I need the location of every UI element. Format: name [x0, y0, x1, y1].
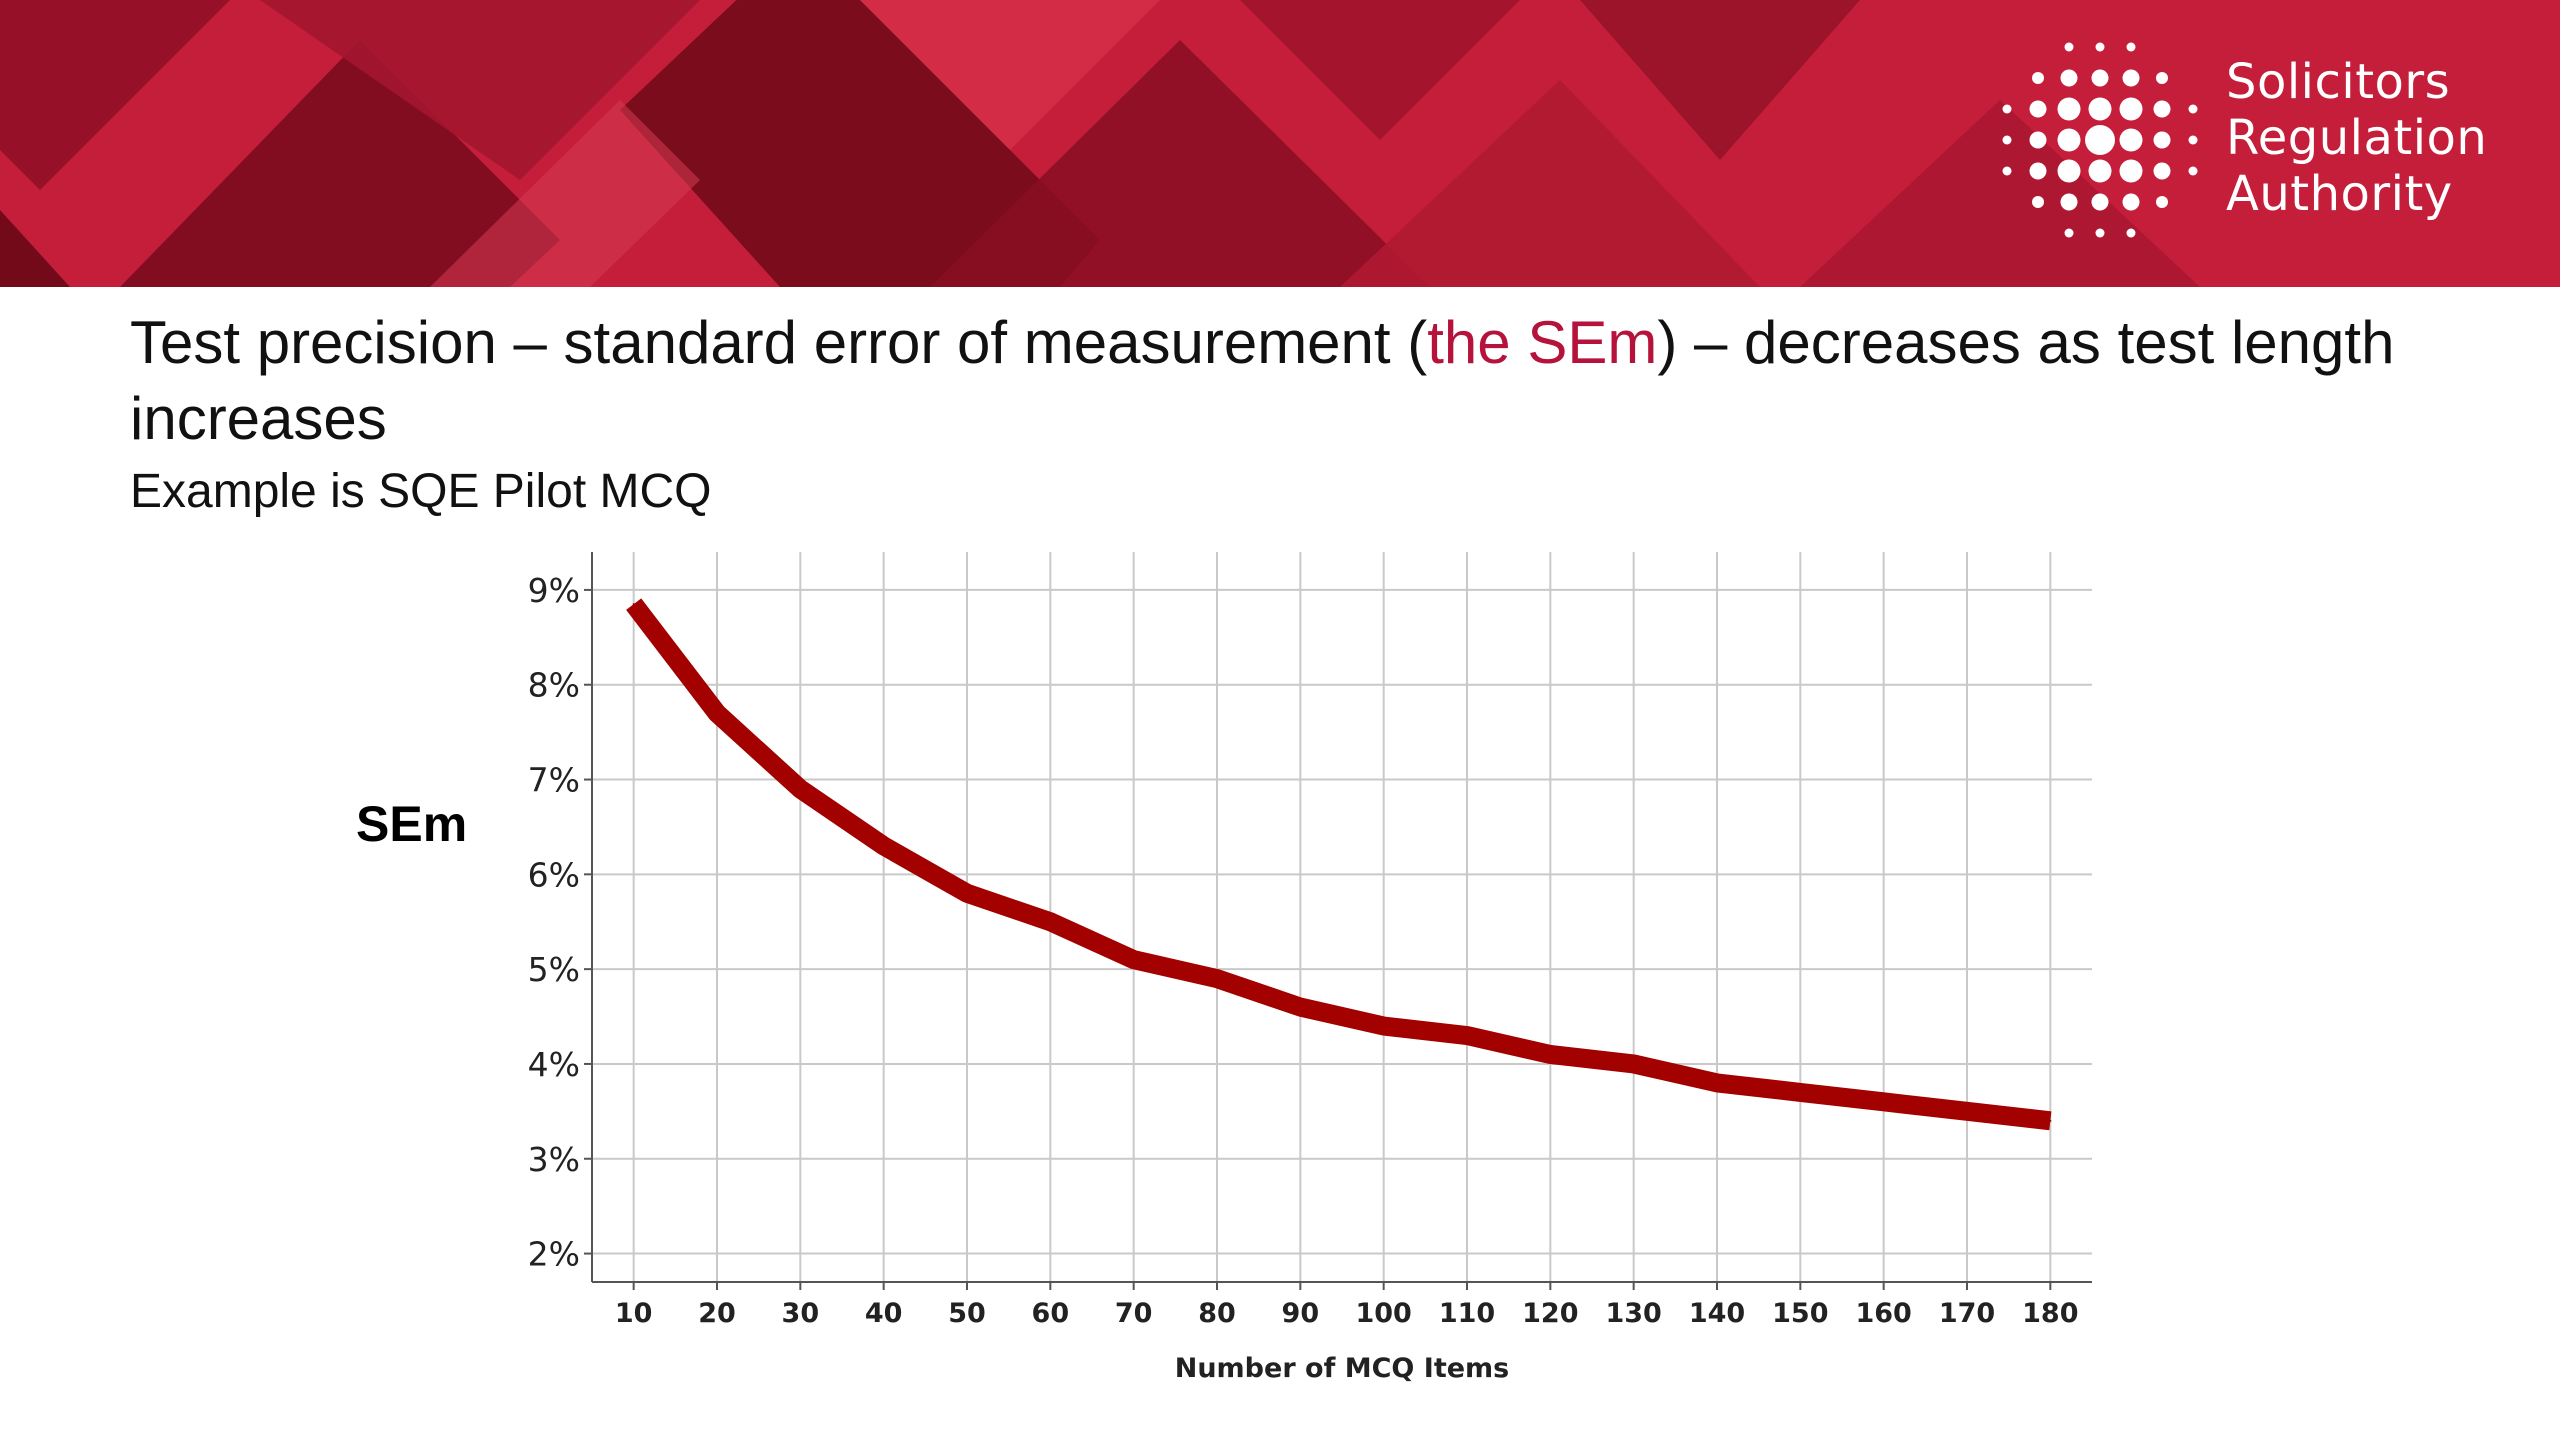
logo-dot [2088, 97, 2112, 121]
logo-line-2: Regulation [2226, 110, 2488, 166]
y-tick-label: 4% [528, 1045, 580, 1084]
logo-dot [2060, 193, 2078, 211]
x-tick-label: 160 [1855, 1298, 1911, 1329]
logo-dot [2057, 159, 2081, 183]
data-point [2049, 1119, 2052, 1122]
logo-dot [2188, 135, 2198, 145]
logo-dot [2122, 193, 2140, 211]
y-tick-label: 2% [528, 1235, 580, 1274]
logo-dot [2153, 131, 2171, 149]
data-point [1299, 1006, 1302, 1009]
x-tick-label: 80 [1198, 1298, 1236, 1329]
data-point [1049, 920, 1052, 923]
y-tick-label: 5% [528, 950, 580, 989]
x-tick-label: 180 [2022, 1298, 2078, 1329]
x-tick-label: 150 [1772, 1298, 1828, 1329]
logo-dot [2119, 128, 2143, 152]
y-tick-label: 6% [528, 855, 580, 894]
x-tick-label: 70 [1115, 1298, 1153, 1329]
x-tick-label: 100 [1355, 1298, 1411, 1329]
logo-dot [2057, 128, 2081, 152]
logo-dot [2156, 196, 2168, 208]
data-point [1382, 1025, 1385, 1028]
logo-dot [2153, 162, 2171, 180]
data-point [1882, 1100, 1885, 1103]
y-tick-label: 9% [528, 571, 580, 610]
x-tick-label: 170 [1939, 1298, 1995, 1329]
y-tick-label: 7% [528, 761, 580, 800]
title-part-1: Test precision – standard error of measu… [130, 309, 1428, 376]
logo-dot [2188, 166, 2198, 176]
line-chart: 2% 3% 4% 5% 6% 7% 8% 9% 10 20 30 40 50 60 70 80 90 100 110… [528, 552, 2092, 1384]
x-tick-label: 90 [1282, 1298, 1320, 1329]
data-point [1132, 958, 1135, 961]
data-point [799, 788, 802, 791]
logo-dot [2060, 69, 2078, 87]
data-point [1549, 1053, 1552, 1056]
x-axis-label: Number of MCQ Items [1175, 1353, 1510, 1384]
x-tick-label: 40 [865, 1298, 903, 1329]
logo-dot [2119, 159, 2143, 183]
x-tick-label: 20 [698, 1298, 736, 1329]
slide-title: Test precision – standard error of measu… [130, 305, 2430, 457]
logo-dot [2002, 135, 2012, 145]
logo-dots-icon [2002, 42, 2198, 238]
logo-dot [2032, 72, 2044, 84]
x-tick-label: 60 [1032, 1298, 1070, 1329]
y-tick-label: 8% [528, 666, 580, 705]
logo-dot [2002, 104, 2012, 114]
logo-dot [2095, 42, 2105, 52]
header-banner: Solicitors Regulation Authority [0, 0, 2560, 287]
data-point [1632, 1062, 1635, 1065]
logo-dot [2126, 42, 2136, 52]
data-point [1966, 1110, 1968, 1113]
x-tick-label: 30 [782, 1298, 820, 1329]
sra-logo: Solicitors Regulation Authority [2000, 40, 2500, 250]
x-tick-label: 110 [1439, 1298, 1495, 1329]
data-point [1216, 977, 1218, 980]
logo-dot [2156, 72, 2168, 84]
logo-line-1: Solicitors [2226, 54, 2451, 110]
logo-dot [2188, 104, 2198, 114]
logo-dot [2091, 69, 2109, 87]
data-point [882, 844, 885, 847]
logo-dot [2064, 42, 2074, 52]
title-part-2: ) – decreases as test length increases [130, 309, 2395, 452]
logo-dot [2095, 228, 2105, 238]
y-axis-label: SEm [356, 796, 468, 852]
logo-dot [2119, 97, 2143, 121]
x-tick-label: 140 [1689, 1298, 1745, 1329]
logo-dot [2064, 228, 2074, 238]
data-point [1466, 1034, 1468, 1037]
logo-dot [2029, 100, 2047, 118]
sem-series-line [626, 598, 2052, 1131]
y-tick-label: 3% [528, 1140, 580, 1179]
logo-dot [2002, 166, 2012, 176]
logo-dot [2126, 228, 2136, 238]
data-point [632, 603, 635, 606]
logo-dot [2088, 159, 2112, 183]
logo-dot [2085, 125, 2115, 155]
x-tick-label: 50 [948, 1298, 986, 1329]
title-accent: the SEm [1427, 309, 1658, 376]
logo-dot [2153, 100, 2171, 118]
logo-dot [2091, 193, 2109, 211]
x-tick-label: 10 [615, 1298, 653, 1329]
logo-dot [2032, 196, 2044, 208]
logo-dot [2057, 97, 2081, 121]
data-point [1799, 1091, 1802, 1094]
data-point [1716, 1081, 1718, 1084]
data-point [716, 712, 718, 715]
data-point [966, 892, 968, 895]
slide-subtitle: Example is SQE Pilot MCQ [130, 465, 712, 518]
logo-dot [2029, 162, 2047, 180]
logo-text: Solicitors Regulation Authority [2226, 54, 2487, 222]
logo-dot [2029, 131, 2047, 149]
x-tick-label: 130 [1605, 1298, 1661, 1329]
logo-dot [2122, 69, 2140, 87]
x-tick-label: 120 [1522, 1298, 1578, 1329]
logo-line-3: Authority [2226, 166, 2453, 222]
